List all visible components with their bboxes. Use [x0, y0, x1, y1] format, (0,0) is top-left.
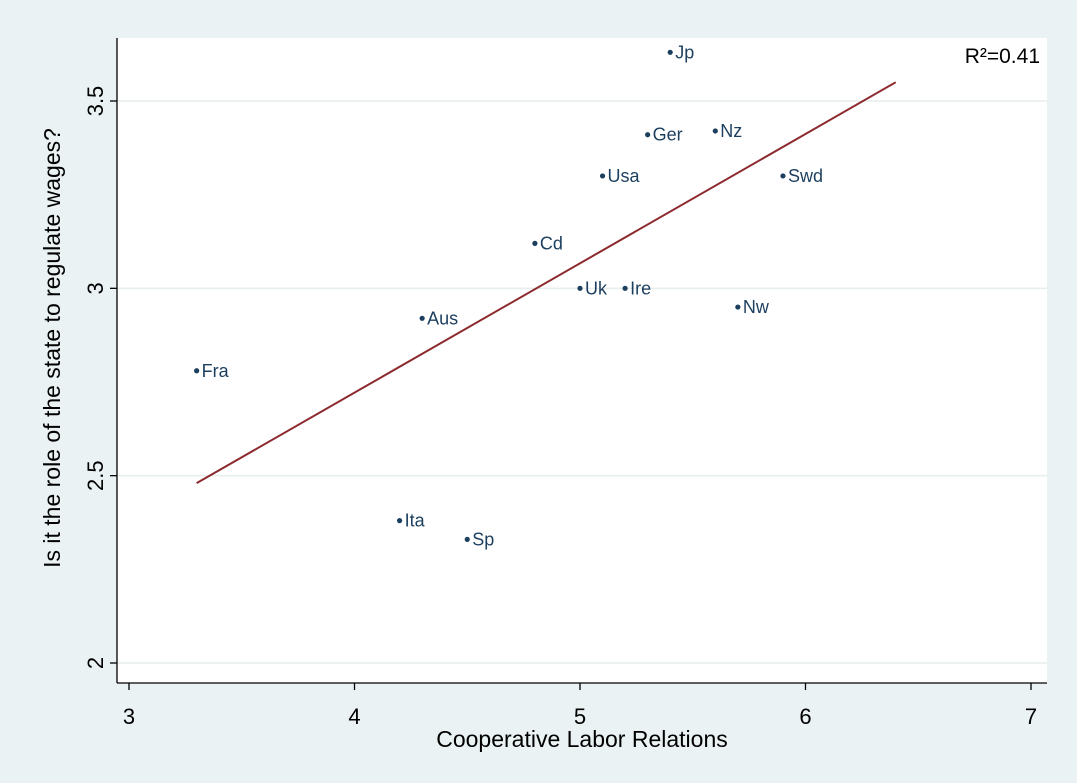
data-point [419, 315, 425, 321]
y-tick-label: 2 [83, 657, 108, 669]
data-point-label: Nw [743, 297, 770, 317]
x-axis-title: Cooperative Labor Relations [436, 726, 728, 752]
data-point [599, 173, 606, 179]
data-point [735, 304, 741, 310]
data-point [577, 285, 583, 291]
data-point-label: Nz [720, 121, 742, 141]
x-tick-label: 4 [348, 704, 360, 729]
data-point-label: Ita [405, 511, 426, 531]
y-tick-label: 2.5 [83, 460, 108, 491]
data-point [645, 132, 651, 138]
data-point [194, 368, 200, 374]
data-point-label: Ger [653, 125, 683, 145]
data-point-label: Ire [630, 278, 651, 298]
data-point [464, 536, 470, 542]
data-point-label: Jp [675, 42, 694, 62]
fit-line-group [196, 81, 897, 485]
r-squared-annotation: R²=0.41 [965, 45, 1040, 68]
fit-line [196, 81, 897, 485]
x-tick-label: 5 [574, 704, 586, 729]
data-point [532, 240, 538, 246]
y-tick-label: 3 [83, 282, 108, 294]
data-point-label: Fra [202, 361, 230, 381]
axes: 3 4 5 6 7 2 2.5 3 3.5 [83, 38, 1047, 729]
data-point-label: Cd [540, 233, 563, 253]
x-tick-label: 6 [799, 704, 811, 729]
data-point [622, 285, 628, 291]
y-tick-label: 3.5 [83, 86, 108, 117]
data-point-label: Sp [472, 529, 494, 549]
data-points: Jp Nz Ger Usa Swd Cd Uk Ire Nw Aus Fra Ita Sp [194, 42, 823, 549]
x-tick-label: 3 [123, 704, 135, 729]
plot-area [117, 38, 1047, 683]
data-point-label: Aus [427, 308, 458, 328]
x-tick-label: 7 [1025, 704, 1037, 729]
data-point [667, 49, 673, 55]
data-point-label: Swd [788, 166, 823, 186]
y-axis-title: Is it the role of the state to regulate … [39, 128, 65, 568]
data-point [780, 173, 786, 179]
data-point [397, 518, 403, 524]
data-point-label: Uk [585, 278, 608, 298]
data-point [712, 128, 718, 134]
data-point-label: Usa [608, 166, 641, 186]
